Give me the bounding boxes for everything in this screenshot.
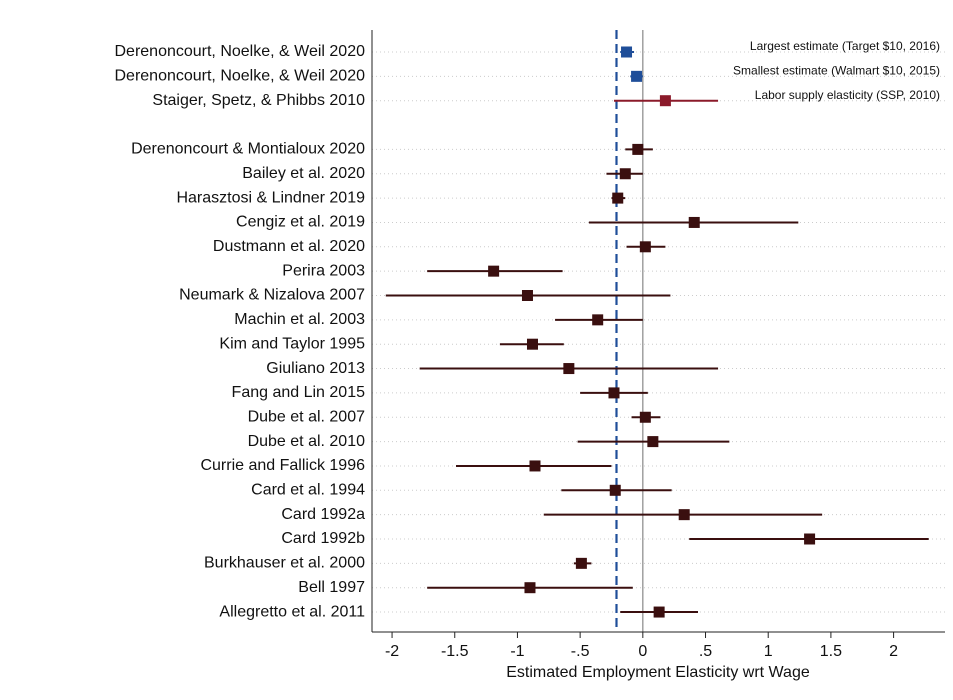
x-tick-label: .5 (699, 643, 712, 660)
category-label: Card 1992b (281, 530, 365, 547)
x-tick-label: -.5 (571, 643, 590, 660)
category-label: Dube et al. 2007 (248, 408, 366, 425)
x-tick-label: 1 (764, 643, 773, 660)
category-label: Burkhauser et al. 2000 (204, 555, 365, 572)
category-label: Dube et al. 2010 (248, 433, 366, 450)
category-label: Derenoncourt & Montialoux 2020 (131, 141, 365, 158)
point-estimate (521, 290, 533, 301)
point-estimate (653, 606, 665, 618)
annotation: Smallest estimate (Walmart $10, 2015) (733, 64, 940, 78)
point-estimate (526, 338, 538, 350)
category-label: Bell 1997 (298, 579, 365, 596)
category-label: Neumark & Nizalova 2007 (179, 287, 365, 304)
point-estimate (659, 95, 671, 107)
x-tick-label: -2 (385, 643, 399, 660)
annotation: Largest estimate (Target $10, 2016) (750, 39, 940, 53)
category-label: Cengiz et al. 2019 (236, 214, 365, 231)
point-estimate (678, 509, 690, 521)
category-label: Currie and Fallick 1996 (200, 457, 365, 474)
x-tick-label: -1 (510, 643, 524, 660)
x-axis-label: Estimated Employment Elasticity wrt Wage (506, 664, 810, 681)
category-label: Harasztosi & Lindner 2019 (176, 189, 365, 206)
category-label: Perira 2003 (282, 262, 365, 279)
category-label: Card et al. 1994 (251, 482, 365, 499)
point-estimate (488, 265, 500, 277)
x-tick-label: 1.5 (820, 643, 842, 660)
point-estimate (524, 582, 536, 594)
point-estimate (632, 143, 644, 155)
point-estimate (631, 70, 643, 82)
point-estimate (612, 192, 624, 204)
point-estimate (647, 436, 659, 448)
x-tick-label: 2 (889, 643, 898, 660)
category-label: Bailey et al. 2020 (242, 165, 365, 182)
category-label: Derenoncourt, Noelke, & Weil 2020 (114, 43, 365, 60)
category-label: Machin et al. 2003 (234, 311, 365, 328)
category-label: Staiger, Spetz, & Phibbs 2010 (152, 92, 365, 109)
category-label: Giuliano 2013 (266, 360, 365, 377)
point-estimate (688, 216, 700, 228)
annotation: Labor supply elasticity (SSP, 2010) (755, 88, 940, 102)
point-estimate (804, 533, 816, 545)
point-estimate (592, 314, 604, 326)
category-label: Dustmann et al. 2020 (213, 238, 365, 255)
x-tick-label: -1.5 (441, 643, 469, 660)
category-label: Kim and Taylor 1995 (219, 335, 365, 352)
point-estimate (639, 241, 651, 253)
category-label: Derenoncourt, Noelke, & Weil 2020 (114, 68, 365, 85)
point-estimate (619, 168, 631, 180)
point-estimate (563, 363, 575, 375)
point-estimate (575, 557, 587, 569)
category-label: Fang and Lin 2015 (232, 384, 366, 401)
point-estimate (639, 411, 651, 423)
x-tick-label: 0 (638, 643, 647, 660)
category-label: Card 1992a (281, 506, 365, 523)
point-estimate (621, 46, 633, 58)
point-estimate (529, 460, 541, 472)
point-estimate (609, 484, 621, 496)
category-label: Allegretto et al. 2011 (219, 603, 365, 620)
point-estimate (608, 387, 620, 399)
